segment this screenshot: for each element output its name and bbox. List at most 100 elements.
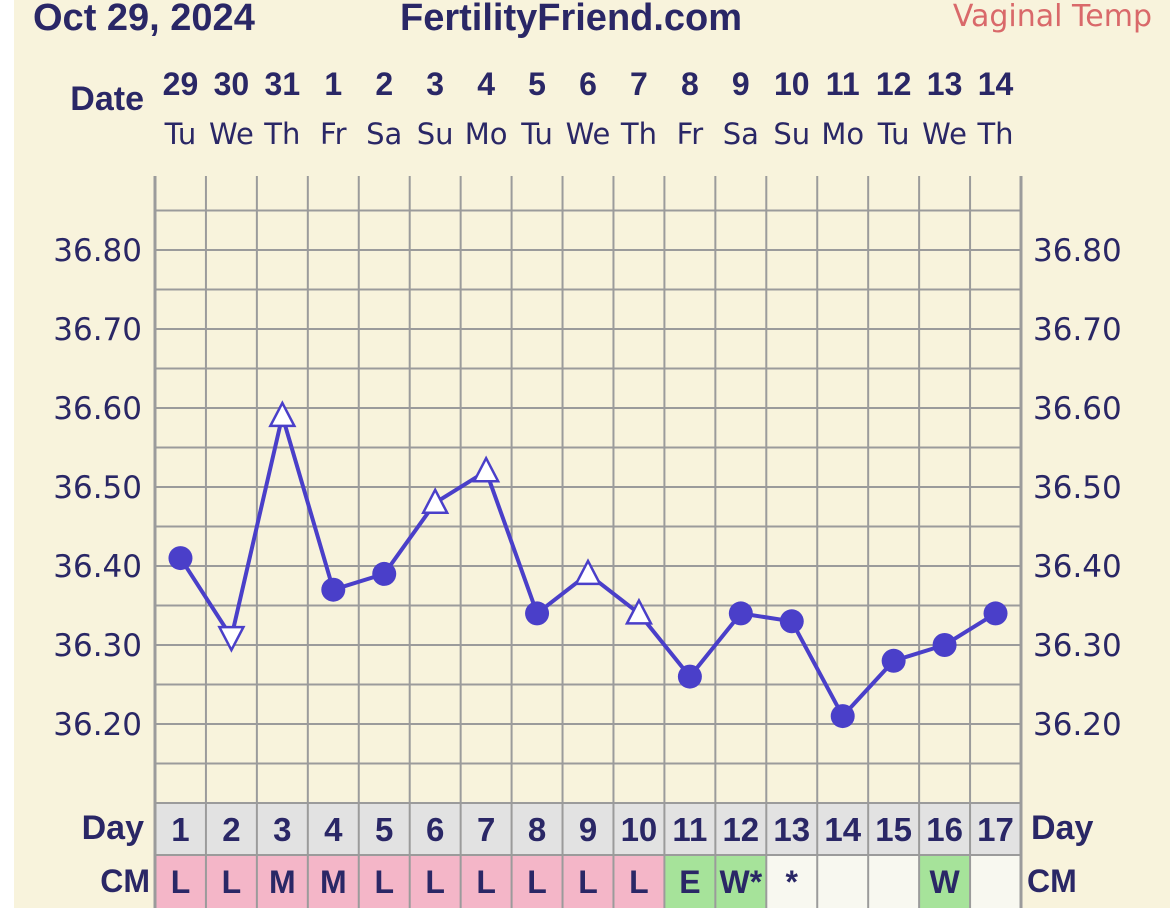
- cm-value: L: [629, 864, 649, 900]
- cm-row-label-right: CM: [1027, 863, 1077, 899]
- cm-cell: [868, 855, 920, 908]
- cycle-day-number: 13: [773, 811, 810, 848]
- y-tick-label-right: 36.50: [1033, 470, 1122, 506]
- y-tick-label-right: 36.20: [1033, 707, 1122, 743]
- y-tick-label-left: 36.70: [53, 312, 142, 348]
- y-tick-label-right: 36.40: [1033, 549, 1122, 585]
- cm-cell: [562, 855, 614, 908]
- cm-cell: [919, 855, 971, 908]
- temperature-point-open: [472, 455, 501, 483]
- date-number: 1: [324, 66, 342, 102]
- cm-value: L: [374, 864, 394, 900]
- weekday-label: We: [566, 117, 611, 151]
- date-number: 8: [681, 66, 699, 102]
- temperature-series: [168, 400, 1008, 729]
- cm-cell: [155, 855, 206, 908]
- cycle-day-number: 2: [222, 811, 240, 848]
- chart-grid: [153, 176, 1023, 908]
- chart-date: Oct 29, 2024: [33, 0, 255, 39]
- temperature-point-open: [217, 625, 246, 653]
- cm-value: L: [578, 864, 598, 900]
- temperature-point-open: [573, 558, 603, 586]
- cm-cell: [817, 855, 869, 908]
- cm-cell: [307, 855, 359, 908]
- y-tick-label-right: 36.70: [1033, 312, 1122, 348]
- weekday-label: Sa: [723, 117, 759, 151]
- cm-cell: [460, 855, 512, 908]
- cm-value: L: [171, 864, 191, 900]
- weekday-label: Tu: [877, 117, 910, 151]
- cm-cell: [664, 855, 716, 908]
- temperature-point-open: [624, 597, 654, 625]
- date-number: 3: [426, 66, 444, 102]
- cm-cell: [256, 855, 308, 908]
- temperature-point-open: [268, 400, 297, 428]
- cm-value: *: [786, 864, 799, 900]
- weekday-label: Fr: [677, 117, 704, 151]
- weekday-label: Sa: [366, 117, 402, 151]
- y-tick-label-right: 36.80: [1033, 233, 1122, 269]
- date-number: 30: [214, 66, 250, 102]
- temperature-point-open: [421, 487, 450, 515]
- weekday-label: Su: [773, 117, 810, 151]
- cm-value: M: [320, 864, 347, 900]
- day-row-bg: [155, 803, 1021, 855]
- date-number: 12: [876, 66, 912, 102]
- cycle-day-number: 15: [875, 811, 912, 848]
- cycle-day-number: 4: [324, 811, 343, 848]
- cm-cell: [613, 855, 665, 908]
- cycle-day-number: 3: [273, 811, 291, 848]
- weekday-label: Mo: [821, 117, 864, 151]
- cm-value: M: [269, 864, 296, 900]
- temperature-point: [983, 601, 1008, 626]
- weekday-label: Tu: [520, 117, 553, 151]
- y-tick-label-left: 36.40: [53, 549, 142, 585]
- cycle-day-number: 16: [926, 811, 963, 848]
- cycle-day-number: 6: [426, 811, 444, 848]
- date-labels: 29 Tu 30 We 31 Th 1 Fr 2 Sa 3 Su 4 Mo 5 Tu 6 We 7 Th 8 Fr 9 Sa 1…: [163, 66, 1014, 151]
- weekday-label: Mo: [465, 117, 508, 151]
- date-number: 6: [579, 66, 597, 102]
- y-axis-labels: 36.80 36.80 36.70 36.70 36.60 36.60 36.50 36.50…: [53, 233, 1122, 743]
- cycle-day-number: 7: [477, 811, 495, 848]
- cm-cell: [715, 855, 767, 908]
- weekday-label: Su: [417, 117, 454, 151]
- date-number: 29: [163, 66, 199, 102]
- y-tick-label-left: 36.50: [53, 470, 142, 506]
- cm-value: W*: [719, 864, 762, 900]
- temp-type: Vaginal Temp: [953, 0, 1152, 34]
- temperature-point: [728, 601, 753, 626]
- cm-value: L: [527, 864, 547, 900]
- temperature-point: [525, 601, 550, 626]
- temperature-point: [677, 664, 702, 689]
- date-number: 7: [630, 66, 648, 102]
- date-row-label: Date: [70, 80, 144, 118]
- cycle-day-number: 17: [977, 811, 1014, 848]
- date-number: 10: [774, 66, 810, 102]
- cycle-day-number: 12: [722, 811, 759, 848]
- site-name: FertilityFriend.com: [400, 0, 742, 39]
- temperature-point: [168, 546, 193, 571]
- cycle-day-number: 9: [579, 811, 597, 848]
- y-tick-label-left: 36.80: [53, 233, 142, 269]
- date-number: 14: [978, 66, 1014, 102]
- temperature-point: [372, 561, 397, 586]
- weekday-label: We: [209, 117, 254, 151]
- cycle-day-number: 10: [621, 811, 658, 848]
- y-tick-label-right: 36.30: [1033, 628, 1122, 664]
- cm-cell: [766, 855, 818, 908]
- cm-row-label-left: CM: [100, 863, 150, 899]
- cycle-day-number: 8: [528, 811, 546, 848]
- date-number: 5: [528, 66, 546, 102]
- date-number: 9: [732, 66, 750, 102]
- cm-value: L: [222, 864, 242, 900]
- y-tick-label-right: 36.60: [1033, 391, 1122, 427]
- date-number: 4: [477, 66, 495, 102]
- weekday-label: We: [922, 117, 967, 151]
- temperature-point: [321, 577, 346, 602]
- cm-value: W: [929, 864, 960, 900]
- temperature-point: [779, 609, 804, 634]
- cycle-day-number: 5: [375, 811, 393, 848]
